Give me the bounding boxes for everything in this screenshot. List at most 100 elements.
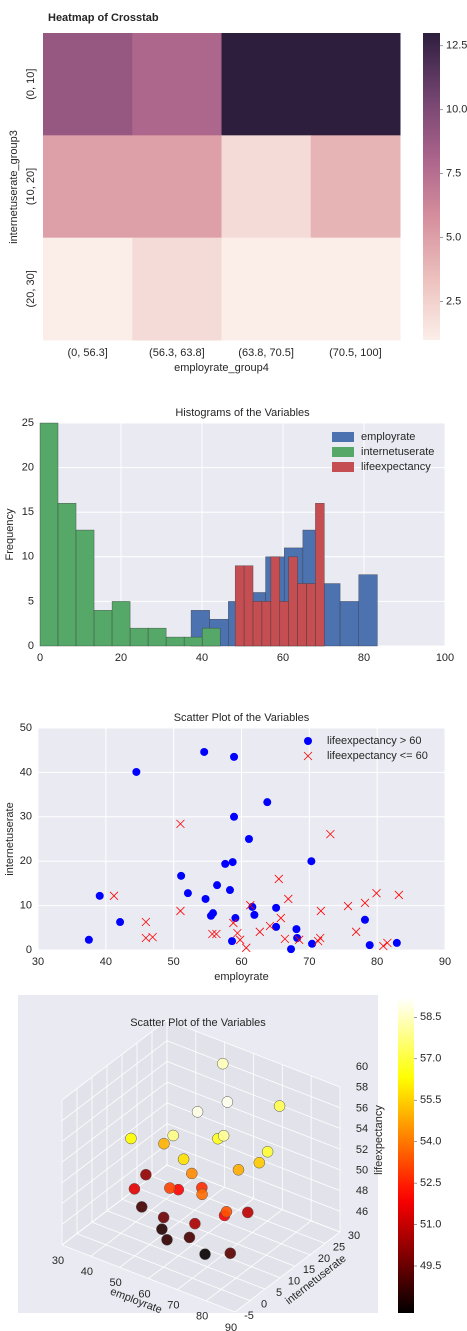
x-tick-label: 60	[138, 1288, 150, 1300]
scatter-point	[272, 922, 281, 931]
legend-label: lifeexpectancy <= 60	[327, 750, 428, 762]
grid-line	[61, 1081, 168, 1163]
heatmap-cell	[221, 237, 312, 341]
legend-label: lifeexpectancy	[361, 461, 431, 473]
histogram-bar	[57, 503, 77, 647]
heatmap-cell	[221, 33, 312, 136]
scatter-point	[308, 939, 317, 948]
scatter-point	[186, 1167, 198, 1180]
scatter-point	[307, 857, 316, 866]
scatter-point	[176, 906, 185, 916]
histogram-bar	[315, 503, 325, 647]
scatter-point	[157, 1211, 170, 1224]
y-tick-label: 25	[333, 1241, 345, 1253]
heatmap-cell	[43, 135, 133, 239]
scatter-point	[255, 927, 265, 937]
scatter-point	[372, 888, 381, 898]
x-tick-label: 50	[110, 1277, 122, 1289]
y-tick-label: 10	[288, 1276, 300, 1288]
scatter-point	[217, 1129, 230, 1142]
scatter-point	[250, 910, 259, 919]
x-tick-label: 60	[235, 956, 247, 968]
scatter-point	[294, 935, 304, 945]
y-tick-label: 5	[28, 595, 34, 607]
y-tick-label: 10	[22, 551, 34, 563]
scatter-point	[132, 767, 141, 776]
legend-swatch	[332, 447, 354, 457]
histogram-bar	[288, 556, 298, 647]
scatter-point	[228, 937, 237, 946]
z-tick-label: 60	[356, 1061, 368, 1073]
scatter-point	[225, 886, 234, 895]
grid-line	[166, 1019, 341, 1088]
grid-line	[61, 1102, 168, 1184]
histogram-bar	[243, 565, 254, 647]
scatter-point	[276, 913, 286, 923]
histogram-bar	[39, 422, 59, 647]
scatter-point	[84, 935, 93, 944]
y-tick-label: (0, 10]	[25, 69, 37, 100]
scatter-point	[231, 914, 240, 923]
histogram-bar	[201, 627, 221, 647]
scatter-point	[212, 929, 221, 939]
histogram-bar	[129, 627, 149, 647]
heatmap-cell	[132, 33, 222, 136]
scatter-point	[287, 945, 296, 954]
grid-line	[119, 1187, 225, 1268]
colorbar-tick-label: 2.5	[446, 296, 461, 308]
colorbar-tick-label: 58.5	[420, 1011, 441, 1023]
scatter-point	[140, 1168, 152, 1181]
y-tick-label: 40	[20, 766, 32, 778]
legend-label: employrate	[361, 431, 415, 443]
histogram-bar	[111, 601, 131, 647]
scatter-point	[161, 1234, 173, 1246]
scatter-point	[292, 925, 301, 934]
scatter-point	[233, 928, 242, 938]
heatmap-cell	[310, 237, 401, 341]
y-tick-label: 15	[22, 506, 34, 518]
z-tick-label: 54	[356, 1123, 368, 1135]
colorbar-tick-label: 7.5	[446, 168, 461, 180]
scatter-point	[164, 1182, 176, 1194]
scatter-point	[274, 874, 284, 884]
legend-swatch	[332, 432, 354, 442]
colorbar	[423, 33, 440, 340]
histogram-bar	[165, 636, 185, 647]
x-tick-label: (63.8, 70.5]	[238, 347, 294, 359]
scatter-point	[189, 1217, 201, 1230]
scatter-point	[95, 891, 104, 900]
grid-line	[121, 1198, 296, 1267]
scatter-point	[200, 747, 209, 756]
scatter-point	[156, 1223, 168, 1235]
scatter-point	[230, 752, 239, 761]
histogram-bar	[261, 601, 272, 647]
scatter-point	[148, 932, 157, 942]
chart-title: Scatter Plot of the Variables	[174, 712, 310, 724]
scatter-point	[116, 918, 125, 927]
grid-line	[61, 1143, 168, 1225]
scatter-point	[196, 1188, 208, 1201]
colorbar-tick-label: 57.0	[420, 1053, 441, 1065]
scatter-point	[158, 1137, 170, 1150]
y-axis-label: Frequency	[4, 508, 16, 560]
scatter-point	[199, 1248, 211, 1260]
x-tick-label: 90	[225, 1322, 237, 1331]
scatter-point	[343, 901, 353, 911]
scatter-point	[217, 1057, 229, 1070]
y-tick-label: 10	[20, 900, 32, 912]
legend-marker	[303, 751, 313, 761]
colorbar-tick-label: 54.0	[420, 1136, 441, 1148]
scatter-point	[177, 1153, 190, 1165]
y-tick-label: 0	[28, 640, 34, 652]
scatter-point	[109, 891, 119, 901]
z-tick-label: 46	[356, 1206, 368, 1218]
histogram-bar	[297, 583, 307, 647]
y-tick-label: 5	[276, 1287, 282, 1299]
x-tick-label: 70	[303, 956, 315, 968]
grid-line	[61, 1123, 168, 1204]
scatter-point	[241, 943, 251, 953]
histogram-bar	[306, 583, 316, 647]
